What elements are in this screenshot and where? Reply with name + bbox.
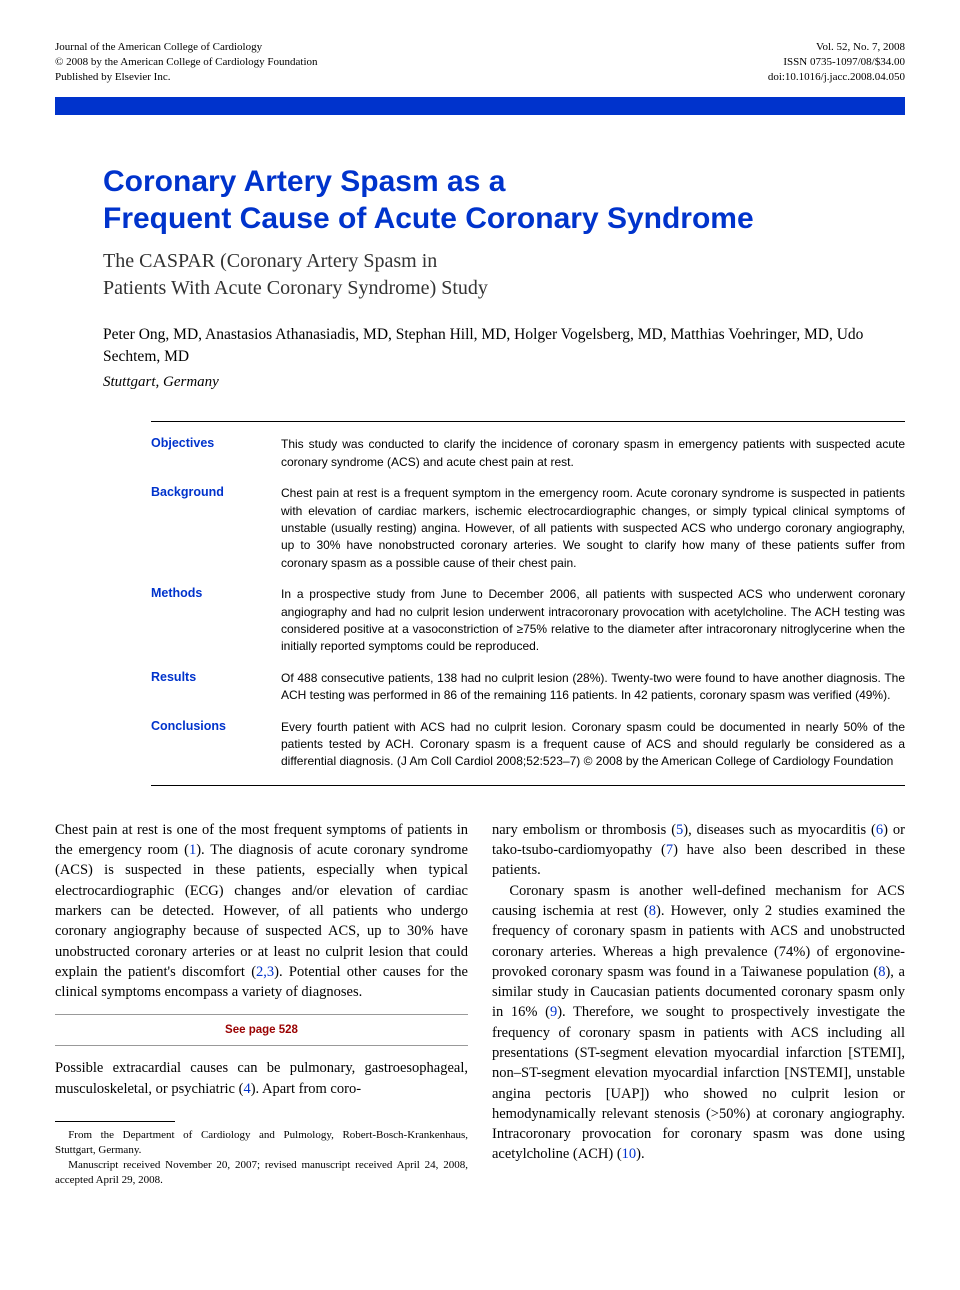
abstract-label: Results [151, 670, 281, 705]
abstract-methods: Methods In a prospective study from June… [151, 586, 905, 656]
abstract-text: In a prospective study from June to Dece… [281, 586, 905, 656]
abstract-label: Conclusions [151, 719, 281, 771]
text-run: ). Apart from coro [251, 1081, 357, 1097]
abstract-text: Chest pain at rest is a frequent symptom… [281, 485, 905, 572]
footnote-rule [55, 1121, 175, 1122]
text-run: ). [636, 1146, 644, 1162]
abstract-label: Methods [151, 586, 281, 656]
see-page-callout: See page 528 [55, 1014, 468, 1046]
abstract-objectives: Objectives This study was conducted to c… [151, 436, 905, 471]
header-right: Vol. 52, No. 7, 2008 ISSN 0735-1097/08/$… [768, 40, 905, 85]
footnote-dates: Manuscript received November 20, 2007; r… [55, 1158, 468, 1188]
title-line-1: Coronary Artery Spasm as a [103, 165, 505, 198]
abstract-conclusions: Conclusions Every fourth patient with AC… [151, 719, 905, 771]
header-left: Journal of the American College of Cardi… [55, 40, 318, 85]
ref-link[interactable]: 4 [243, 1081, 250, 1097]
abstract-top-rule [151, 421, 905, 422]
footnote-affiliation: From the Department of Cardiology and Pu… [55, 1128, 468, 1158]
journal-name: Journal of the American College of Cardi… [55, 40, 318, 55]
title-line-2: Frequent Cause of Acute Coronary Syndrom… [103, 202, 754, 235]
separator-bar [55, 97, 905, 115]
page-container: Journal of the American College of Cardi… [0, 0, 960, 1227]
publisher-line: Published by Elsevier Inc. [55, 70, 318, 85]
article-subtitle: The CASPAR (Coronary Artery Spasm in Pat… [103, 248, 905, 302]
subtitle-line-1: The CASPAR (Coronary Artery Spasm in [103, 250, 437, 272]
abstract-text: Of 488 consecutive patients, 138 had no … [281, 670, 905, 705]
left-column-block: Chest pain at rest is one of the most fr… [55, 820, 468, 1188]
body-paragraph-2-end: nary embolism or thrombosis (5), disease… [492, 820, 905, 881]
author-affiliation: Stuttgart, Germany [103, 374, 905, 391]
abstract-label: Objectives [151, 436, 281, 471]
issn-line: ISSN 0735-1097/08/$34.00 [768, 55, 905, 70]
doi-line: doi:10.1016/j.jacc.2008.04.050 [768, 70, 905, 85]
volume-issue: Vol. 52, No. 7, 2008 [768, 40, 905, 55]
running-header: Journal of the American College of Cardi… [55, 40, 905, 85]
body-text: Chest pain at rest is one of the most fr… [55, 820, 905, 1188]
text-run: nary embolism or thrombosis ( [492, 822, 676, 838]
ref-link[interactable]: 8 [649, 903, 656, 919]
article-title: Coronary Artery Spasm as a Frequent Caus… [103, 163, 905, 238]
text-run: ), diseases such as myocarditis ( [683, 822, 876, 838]
abstract-background: Background Chest pain at rest is a frequ… [151, 485, 905, 572]
text-run: ). The diagnosis of acute coronary syndr… [55, 842, 468, 980]
footnote-block: From the Department of Cardiology and Pu… [55, 1128, 468, 1187]
abstract-text: This study was conducted to clarify the … [281, 436, 905, 471]
text-run: ). Therefore, we sought to prospectively… [492, 1004, 905, 1162]
abstract-bottom-rule [151, 785, 905, 786]
abstract-results: Results Of 488 consecutive patients, 138… [151, 670, 905, 705]
abstract-text: Every fourth patient with ACS had no cul… [281, 719, 905, 771]
author-list: Peter Ong, MD, Anastasios Athanasiadis, … [103, 324, 905, 369]
subtitle-line-2: Patients With Acute Coronary Syndrome) S… [103, 277, 488, 299]
body-paragraph-3: Coronary spasm is another well-defined m… [492, 881, 905, 1165]
body-paragraph-2-start: Possible extracardial causes can be pulm… [55, 1058, 468, 1099]
body-paragraph-1: Chest pain at rest is one of the most fr… [55, 820, 468, 1003]
ref-link[interactable]: 2,3 [256, 964, 274, 980]
copyright-line: © 2008 by the American College of Cardio… [55, 55, 318, 70]
ref-link[interactable]: 10 [622, 1146, 637, 1162]
see-page-text: See page 528 [225, 1024, 298, 1036]
ref-link[interactable]: 7 [666, 842, 673, 858]
abstract-label: Background [151, 485, 281, 572]
